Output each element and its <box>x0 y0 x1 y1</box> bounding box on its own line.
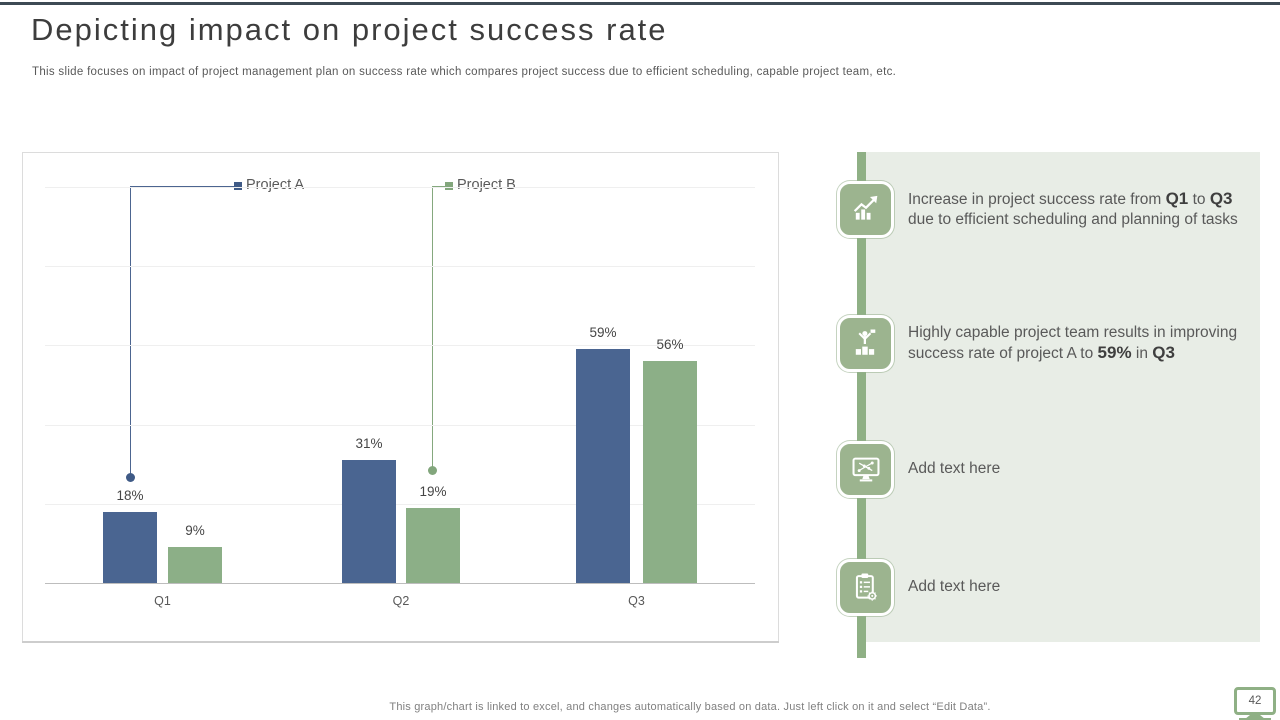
callout-line-project-b <box>432 186 445 187</box>
page-number-monitor-icon: 42 <box>1234 687 1276 715</box>
clipboard-checklist-icon <box>837 559 894 616</box>
bar-project-b-q1 <box>168 547 222 583</box>
page-number-monitor-icon <box>1245 715 1265 719</box>
page-number-monitor-icon <box>1239 718 1271 720</box>
page-title: Depicting impact on project success rate <box>31 12 668 47</box>
callout-dot-project-a <box>126 473 135 482</box>
bar-project-a-q1 <box>103 511 157 583</box>
growth-chart-icon <box>853 195 877 220</box>
bar-project-b-q3 <box>643 361 697 583</box>
panel-item-text-placeholder[interactable]: Add text here <box>908 578 1001 595</box>
chart-gridline <box>45 266 755 268</box>
panel-item-text: Highly capable project team results in i… <box>908 324 1238 362</box>
bar-chart[interactable]: Project A Project B 18% 31% 59% 9% 19% 56% Q1 Q… <box>22 152 779 643</box>
top-accent-line <box>0 2 1280 5</box>
callout-line-project-a <box>130 186 131 478</box>
side-panel <box>866 152 1260 642</box>
winner-podium-icon <box>837 315 894 372</box>
clipboard-checklist-icon <box>855 572 877 601</box>
bar-project-a-q3 <box>576 349 630 583</box>
chart-box-bottom-border <box>22 641 779 643</box>
legend-label-project-a: Project A <box>246 177 305 193</box>
callout-line-project-b <box>432 186 433 471</box>
chart-gridline <box>45 187 755 188</box>
legend-marker-project-b <box>445 182 453 190</box>
monitor-scatter-icon <box>852 457 879 481</box>
chart-gridline <box>45 345 755 347</box>
growth-chart-icon <box>837 181 894 238</box>
bar-value-label: 18% <box>116 487 144 503</box>
chart-x-axis <box>45 583 755 584</box>
category-label: Q3 <box>628 594 645 608</box>
bar-value-label: 19% <box>419 483 447 499</box>
bar-value-label: 31% <box>355 436 383 452</box>
legend-marker-project-a <box>234 182 242 190</box>
footer-note: This graph/chart is linked to excel, and… <box>389 701 991 713</box>
callout-dot-project-b <box>428 466 437 475</box>
page-number: 42 <box>1248 695 1262 707</box>
panel-item-text-placeholder[interactable]: Add text here <box>908 460 1001 477</box>
bar-project-a-q2 <box>342 460 396 583</box>
legend-label-project-b: Project B <box>457 177 516 193</box>
bar-value-label: 59% <box>589 325 617 341</box>
category-label: Q2 <box>392 594 410 608</box>
chart-gridline <box>45 503 755 505</box>
bar-value-label: 9% <box>185 523 205 539</box>
panel-divider-bar <box>857 152 866 658</box>
category-label: Q1 <box>154 594 171 608</box>
chart-gridline <box>45 424 755 426</box>
panel-item-text: Increase in project success rate from Q1… <box>908 189 1238 228</box>
winner-podium-icon <box>855 328 875 355</box>
monitor-scatter-icon <box>837 441 894 498</box>
callout-line-project-a <box>130 186 234 187</box>
bar-value-label: 56% <box>656 337 684 353</box>
bar-project-b-q2 <box>406 507 460 583</box>
page-subtitle: This slide focuses on impact of project … <box>32 66 897 78</box>
